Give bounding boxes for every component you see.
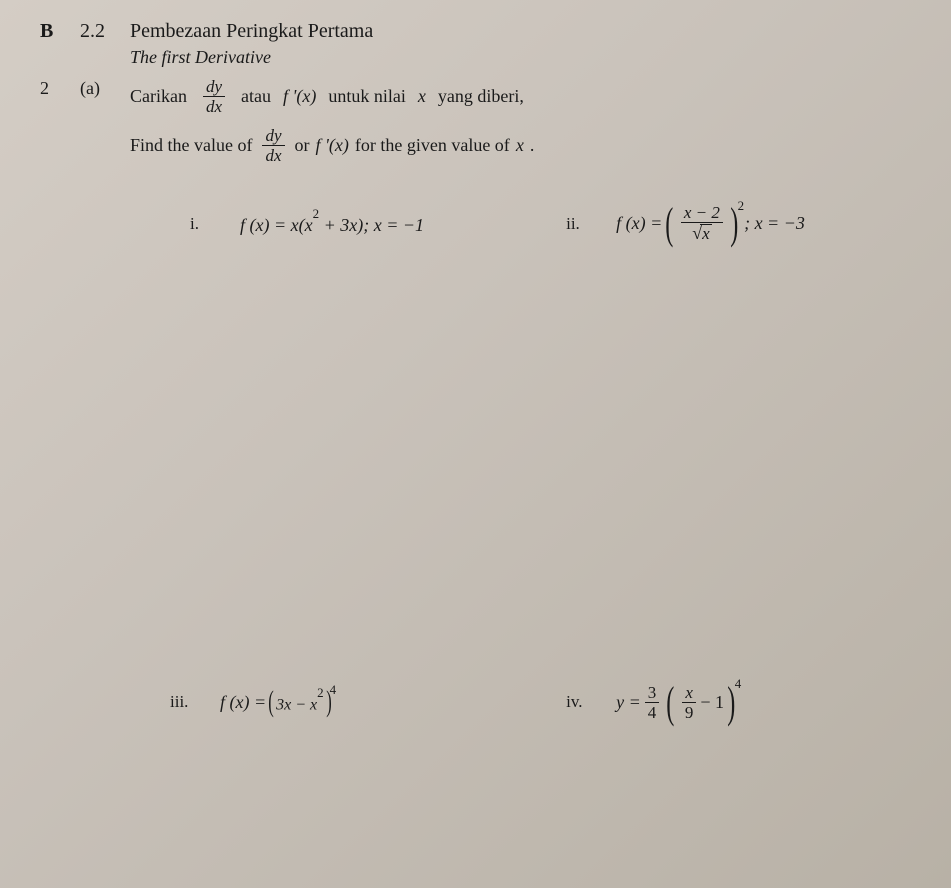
problem-i: i. f (x) = x(x2 + 3x); x = −1 bbox=[130, 204, 536, 244]
var-x: x bbox=[516, 135, 524, 156]
denominator: dx bbox=[203, 97, 225, 115]
condition: ; x = −3 bbox=[744, 213, 805, 234]
problems: i. f (x) = x(x2 + 3x); x = −1 ii. f (x) … bbox=[130, 204, 911, 721]
roman-label: iii. bbox=[170, 692, 198, 712]
inner: x 9 − 1 bbox=[678, 684, 724, 721]
question: 2 (a) Carikan dy dx atau f '(x) untuk ni… bbox=[40, 78, 911, 721]
lhs: f (x) = bbox=[220, 692, 266, 713]
text: f (x) = x(x bbox=[240, 215, 313, 235]
text: or bbox=[295, 135, 310, 156]
paren-left: ( bbox=[666, 206, 674, 241]
text: . bbox=[530, 135, 535, 156]
numerator: x bbox=[682, 684, 696, 703]
section-number: 2.2 bbox=[80, 20, 130, 43]
problem-iv: iv. y = 3 4 ( x bbox=[536, 684, 911, 721]
var-x: x bbox=[418, 86, 426, 107]
section-letter: B bbox=[40, 20, 80, 43]
text: + 3x); bbox=[319, 215, 369, 235]
text: yang diberi, bbox=[438, 86, 524, 107]
text: Carikan bbox=[130, 86, 187, 107]
sqrt: √ x bbox=[692, 224, 711, 244]
expression: f (x) = x(x2 + 3x); x = −1 bbox=[240, 212, 424, 236]
roman-label: iv. bbox=[566, 692, 594, 712]
problem-row-2: iii. f (x) = ( 3x − x2 ) 4 bbox=[130, 684, 911, 721]
tail: − 1 bbox=[700, 692, 724, 713]
fprime: f '(x) bbox=[316, 135, 349, 156]
coefficient-fraction: 3 4 bbox=[645, 684, 660, 721]
prompt-english: Find the value of dy dx or f '(x) for th… bbox=[130, 127, 911, 164]
problem-iii: iii. f (x) = ( 3x − x2 ) 4 bbox=[130, 684, 536, 721]
page: B 2.2 Pembezaan Peringkat Pertama The fi… bbox=[40, 20, 911, 721]
fraction-dy-dx: dy dx bbox=[203, 78, 225, 115]
exponent: 4 bbox=[735, 676, 742, 692]
big-paren: ( x 9 − 1 ) bbox=[663, 684, 738, 721]
fprime: f '(x) bbox=[283, 86, 316, 107]
exponent: 2 bbox=[738, 198, 745, 214]
expression: f (x) = ( 3x − x2 ) 4 bbox=[220, 690, 336, 714]
denominator: 4 bbox=[645, 703, 660, 721]
inner-fraction: x 9 bbox=[682, 684, 697, 721]
expression: y = 3 4 ( x 9 bbox=[616, 684, 741, 721]
lhs: f (x) = bbox=[616, 213, 662, 234]
section-subtitle: The first Derivative bbox=[130, 47, 911, 68]
numerator: x − 2 bbox=[681, 204, 723, 223]
prompt-malay: Carikan dy dx atau f '(x) untuk nilai x … bbox=[130, 78, 911, 115]
text: atau bbox=[241, 86, 271, 107]
condition: x = −1 bbox=[369, 215, 424, 235]
problem-row-1: i. f (x) = x(x2 + 3x); x = −1 ii. f (x) … bbox=[130, 204, 911, 244]
big-paren: ( 3x − x2 ) bbox=[266, 690, 334, 714]
big-paren: ( x − 2 √ x bbox=[662, 204, 741, 244]
exponent: 4 bbox=[330, 682, 337, 698]
denominator: dx bbox=[262, 146, 284, 164]
numerator: dy bbox=[262, 127, 284, 146]
superscript: 2 bbox=[317, 685, 324, 700]
paren-left: ( bbox=[667, 685, 675, 720]
section-header: B 2.2 Pembezaan Peringkat Pertama bbox=[40, 20, 911, 43]
paren-left: ( bbox=[268, 690, 274, 714]
denominator: √ x bbox=[689, 223, 714, 244]
numerator: dy bbox=[203, 78, 225, 97]
roman-label: i. bbox=[190, 214, 218, 234]
text: Find the value of bbox=[130, 135, 252, 156]
expression: f (x) = ( x − 2 √ x bbox=[616, 204, 805, 244]
fraction: x − 2 √ x bbox=[681, 204, 723, 244]
lhs: y = bbox=[616, 692, 641, 713]
question-body: Carikan dy dx atau f '(x) untuk nilai x … bbox=[130, 78, 911, 721]
text: for the given value of bbox=[355, 135, 510, 156]
question-part: (a) bbox=[80, 78, 130, 721]
section-title: Pembezaan Peringkat Pertama bbox=[130, 20, 373, 43]
radicand: x bbox=[700, 224, 712, 244]
roman-label: ii. bbox=[566, 214, 594, 234]
denominator: 9 bbox=[682, 703, 697, 721]
text: untuk nilai bbox=[328, 86, 406, 107]
fraction-dy-dx: dy dx bbox=[262, 127, 284, 164]
question-number: 2 bbox=[40, 78, 80, 721]
inner: 3x − x2 bbox=[276, 691, 324, 714]
text: 3x − x bbox=[276, 696, 317, 713]
superscript: 2 bbox=[313, 206, 320, 221]
numerator: 3 bbox=[645, 684, 660, 703]
problem-ii: ii. f (x) = ( x − 2 √ bbox=[536, 204, 911, 244]
